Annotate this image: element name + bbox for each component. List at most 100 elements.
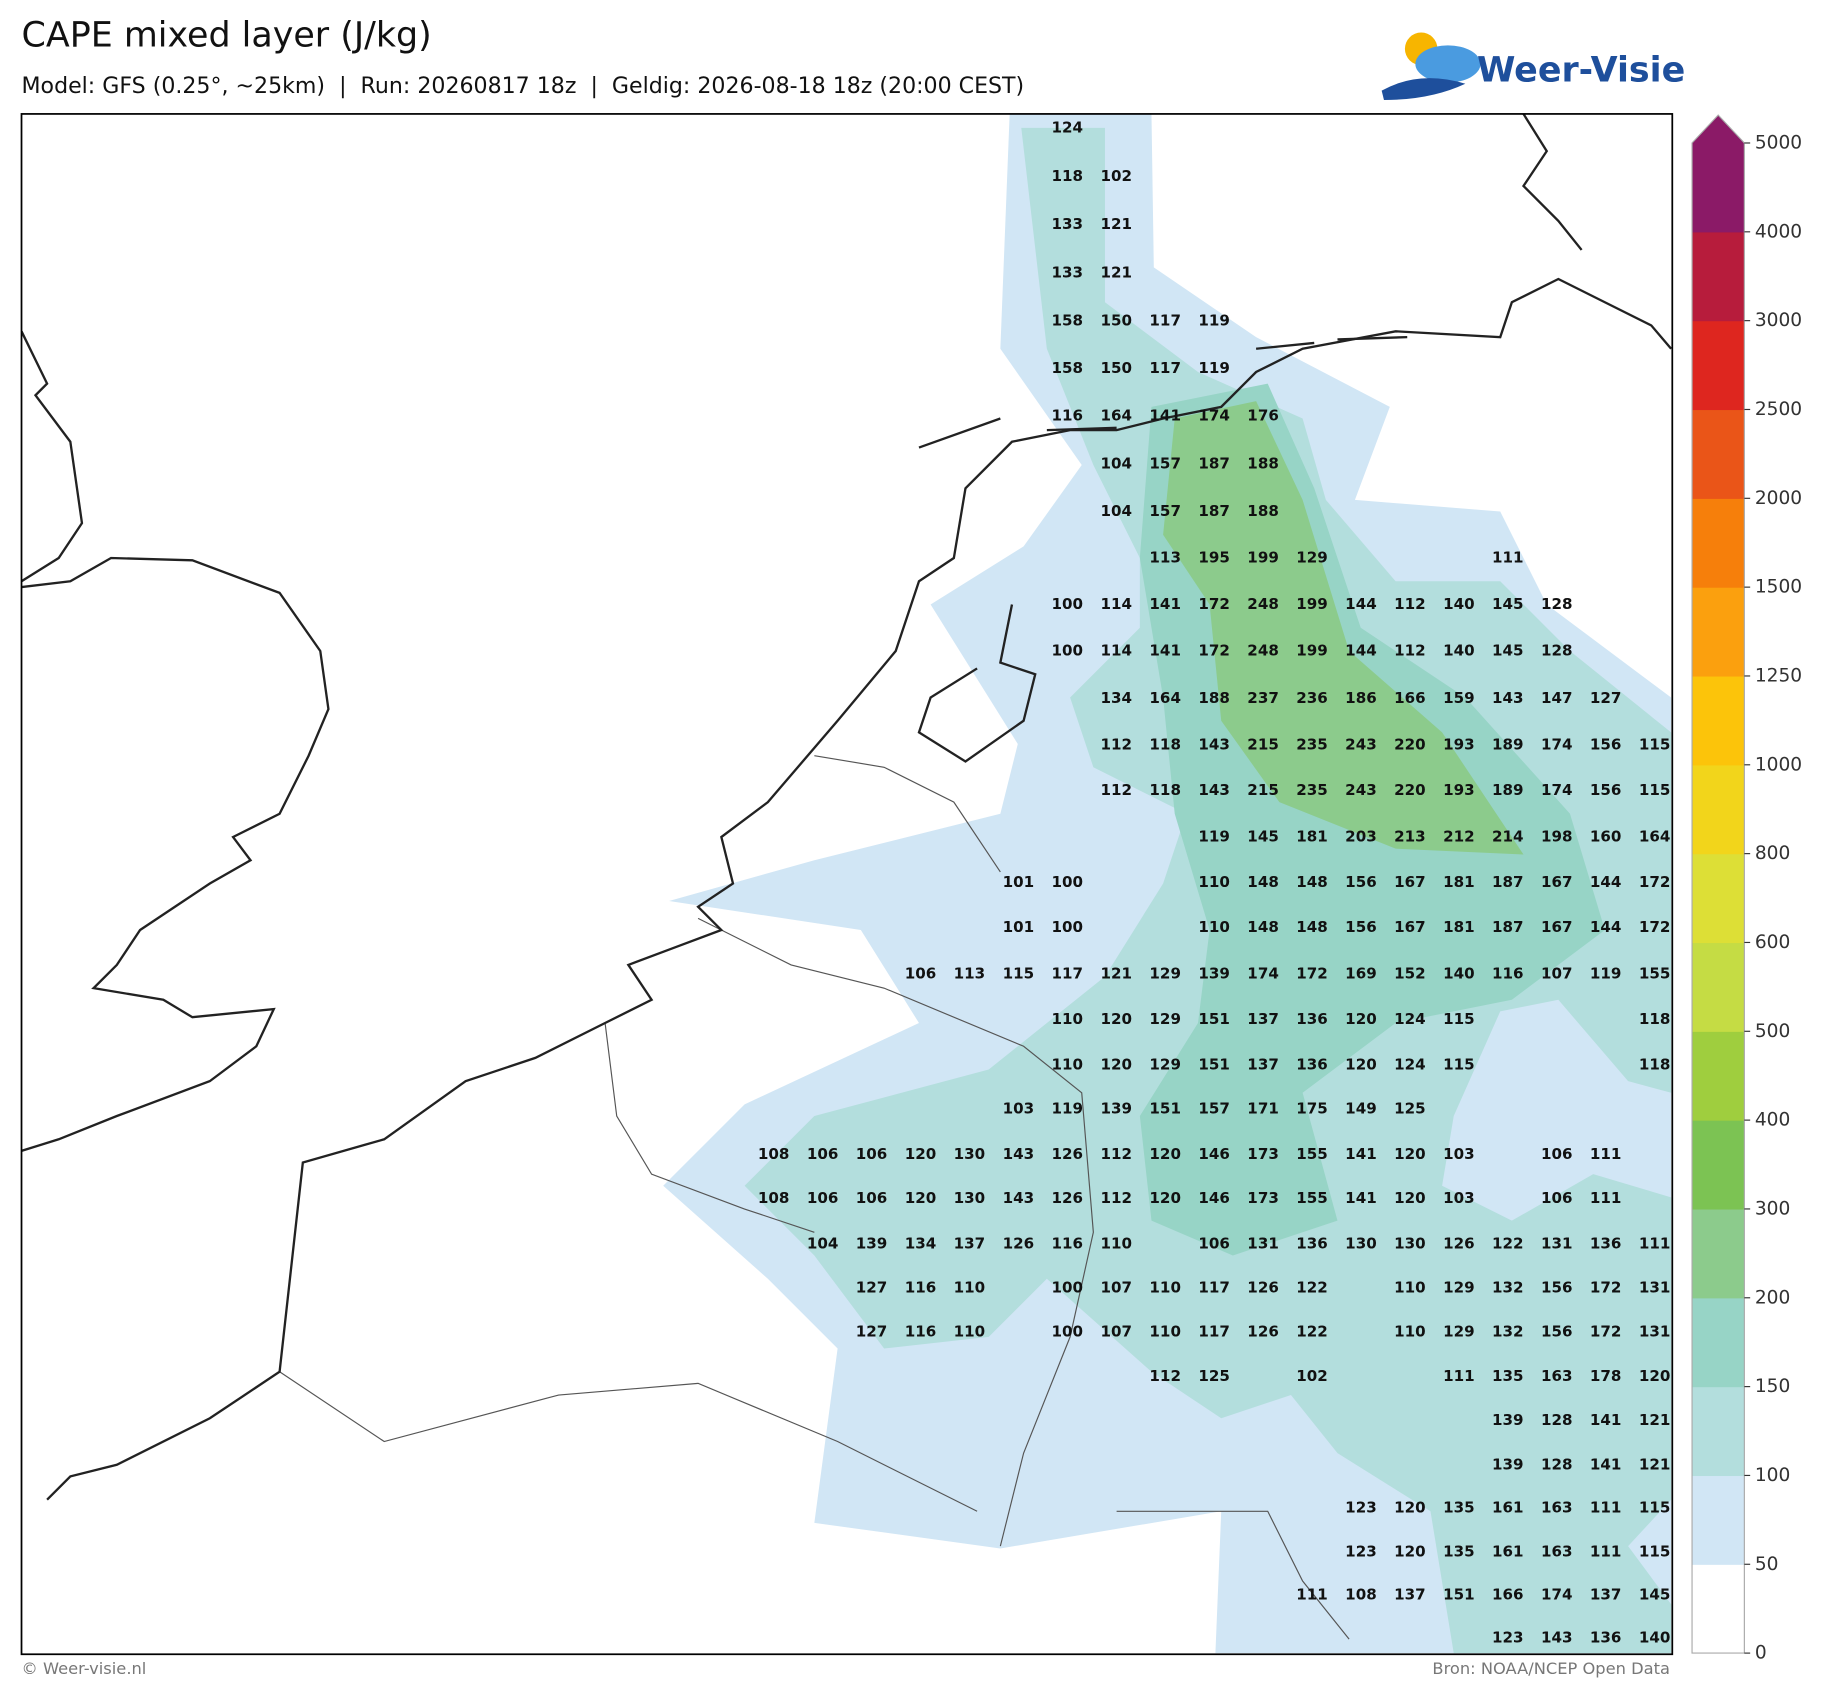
- grid-value: 134: [1100, 689, 1132, 707]
- grid-value: 172: [1198, 642, 1230, 660]
- grid-value: 120: [1345, 1010, 1377, 1028]
- grid-value: 181: [1443, 918, 1475, 936]
- grid-value: 151: [1198, 1055, 1230, 1073]
- grid-value: 150: [1100, 359, 1132, 377]
- grid-value: 112: [1100, 1145, 1132, 1163]
- grid-value: 126: [1052, 1145, 1084, 1163]
- grid-value: 123: [1345, 1542, 1377, 1560]
- grid-value: 119: [1198, 359, 1230, 377]
- grid-value: 128: [1541, 642, 1573, 660]
- grid-value: 140: [1443, 965, 1475, 983]
- grid-value: 118: [1639, 1010, 1671, 1028]
- grid-value: 141: [1149, 407, 1181, 425]
- grid-value: 131: [1639, 1279, 1671, 1297]
- grid-value: 118: [1149, 781, 1181, 799]
- grid-value: 122: [1296, 1323, 1328, 1341]
- grid-value: 119: [1198, 311, 1230, 329]
- grid-value: 104: [807, 1234, 839, 1252]
- grid-value: 243: [1345, 736, 1377, 754]
- grid-value: 101: [1003, 873, 1035, 891]
- grid-value: 111: [1492, 549, 1524, 567]
- grid-value: 144: [1590, 918, 1622, 936]
- grid-value: 181: [1443, 873, 1475, 891]
- grid-value: 155: [1296, 1189, 1328, 1207]
- grid-value: 157: [1149, 454, 1181, 472]
- grid-value: 120: [1149, 1189, 1181, 1207]
- grid-value: 119: [1052, 1100, 1084, 1118]
- grid-value: 181: [1296, 828, 1328, 846]
- grid-value: 161: [1492, 1498, 1524, 1516]
- grid-value: 112: [1100, 781, 1132, 799]
- border: [1116, 1510, 1350, 1640]
- colorbar-tick-label: 50: [1755, 1554, 1779, 1575]
- grid-value: 100: [1052, 595, 1084, 613]
- grid-value: 110: [1394, 1323, 1426, 1341]
- grid-value: 140: [1443, 595, 1475, 613]
- grid-value: 110: [1100, 1234, 1132, 1252]
- grid-value: 144: [1345, 642, 1377, 660]
- grid-value: 237: [1247, 689, 1279, 707]
- grid-value: 174: [1541, 1585, 1573, 1603]
- grid-value: 121: [1639, 1455, 1671, 1473]
- grid-value: 175: [1296, 1100, 1328, 1118]
- grid-value: 115: [1639, 781, 1671, 799]
- grid-value: 172: [1296, 965, 1328, 983]
- grid-value: 156: [1590, 781, 1622, 799]
- grid-value: 187: [1492, 873, 1524, 891]
- grid-value: 106: [807, 1145, 839, 1163]
- border: [814, 755, 1001, 873]
- colorbar-extend: [1692, 115, 1745, 143]
- grid-value: 214: [1492, 828, 1524, 846]
- grid-value: 111: [1590, 1542, 1622, 1560]
- grid-value: 143: [1541, 1628, 1573, 1646]
- grid-value: 106: [1541, 1145, 1573, 1163]
- grid-value: 118: [1052, 167, 1084, 185]
- grid-value: 212: [1443, 828, 1475, 846]
- grid-value: 148: [1296, 918, 1328, 936]
- grid-value: 120: [1394, 1145, 1426, 1163]
- grid-value: 114: [1100, 595, 1132, 613]
- logo-text: Weer-Visie: [1477, 50, 1685, 90]
- grid-value: 128: [1541, 1411, 1573, 1429]
- grid-value: 120: [905, 1189, 937, 1207]
- grid-value: 167: [1541, 918, 1573, 936]
- grid-value: 137: [954, 1234, 986, 1252]
- grid-value: 235: [1296, 736, 1328, 754]
- grid-value: 147: [1541, 689, 1573, 707]
- grid-value: 126: [1247, 1279, 1279, 1297]
- grid-value: 126: [1247, 1323, 1279, 1341]
- border: [279, 1371, 978, 1512]
- grid-value: 128: [1541, 595, 1573, 613]
- grid-value: 110: [1149, 1279, 1181, 1297]
- grid-value: 108: [758, 1145, 790, 1163]
- grid-value: 187: [1198, 502, 1230, 520]
- colorbar-band: [1692, 1031, 1745, 1121]
- grid-value: 195: [1198, 549, 1230, 567]
- grid-value: 137: [1247, 1055, 1279, 1073]
- grid-value: 106: [905, 965, 937, 983]
- grid-value: 188: [1247, 502, 1279, 520]
- grid-value: 113: [1149, 549, 1181, 567]
- grid-value: 106: [856, 1189, 888, 1207]
- grid-value: 134: [905, 1234, 937, 1252]
- grid-value: 136: [1296, 1010, 1328, 1028]
- colorbar-band: [1692, 409, 1745, 499]
- grid-value: 141: [1149, 642, 1181, 660]
- grid-value: 243: [1345, 781, 1377, 799]
- grid-value: 133: [1052, 215, 1084, 233]
- grid-value: 129: [1443, 1279, 1475, 1297]
- grid-value: 136: [1590, 1234, 1622, 1252]
- grid-value: 116: [1492, 965, 1524, 983]
- grid-value: 115: [1639, 736, 1671, 754]
- grid-value: 119: [1590, 965, 1622, 983]
- grid-value: 120: [1100, 1055, 1132, 1073]
- grid-value: 136: [1296, 1234, 1328, 1252]
- grid-value: 167: [1394, 918, 1426, 936]
- grid-value: 112: [1100, 736, 1132, 754]
- grid-value: 121: [1100, 215, 1132, 233]
- colorbar-band: [1692, 942, 1745, 1032]
- grid-value: 144: [1590, 873, 1622, 891]
- grid-value: 148: [1247, 873, 1279, 891]
- grid-value: 135: [1443, 1542, 1475, 1560]
- grid-value: 133: [1052, 264, 1084, 282]
